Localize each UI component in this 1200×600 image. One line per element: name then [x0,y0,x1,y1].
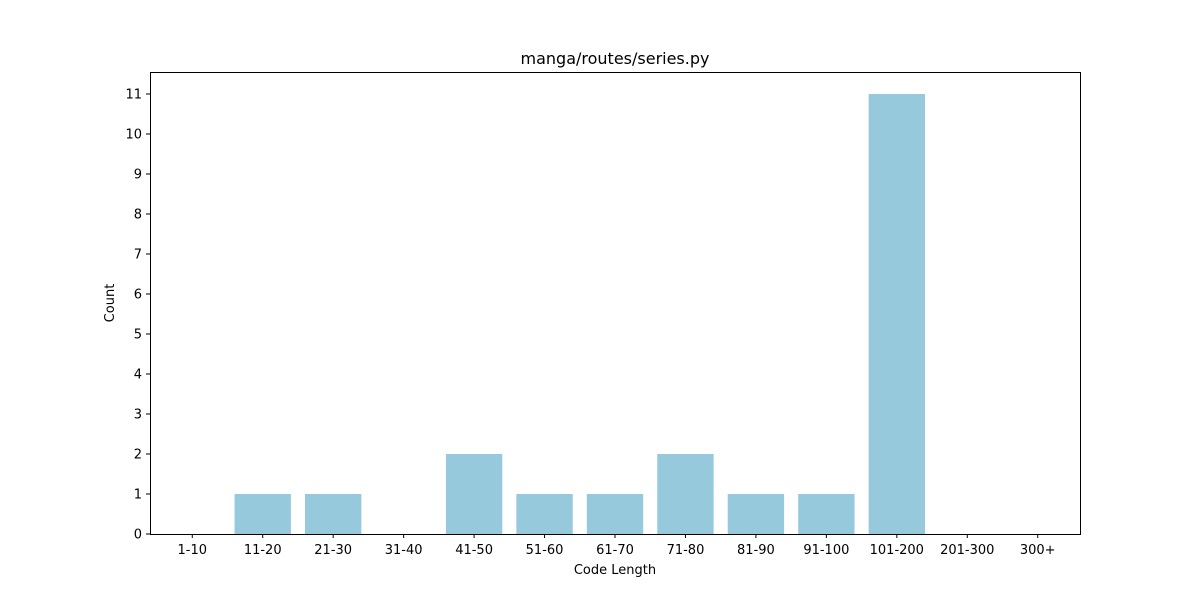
chart-title: manga/routes/series.py [521,49,710,68]
x-tick-label: 21-30 [314,543,352,558]
x-tick-label: 71-80 [667,543,705,558]
y-tick-label: 9 [134,168,142,183]
y-tick-label: 1 [134,488,142,503]
bar-21-30 [305,494,362,534]
x-tick-label: 101-200 [870,543,924,558]
x-tick-label: 1-10 [178,543,208,558]
x-tick-label: 91-100 [803,543,849,558]
y-tick-label: 3 [134,408,142,423]
y-tick-label: 7 [134,248,142,263]
x-tick-label: 201-300 [940,543,994,558]
x-axis-ticks: 1-10 11-20 21-30 31-40 41-50 51-60 61-70 71-80 8… [178,534,1056,558]
y-tick-label: 8 [134,208,142,223]
y-tick-label: 0 [134,528,142,543]
bar-41-50 [445,454,503,534]
bars-group [234,94,925,534]
y-tick-label: 4 [134,368,142,383]
y-tick-label: 10 [125,128,142,143]
y-axis-ticks: 0 1 2 3 4 5 6 7 8 9 10 11 [125,88,150,543]
bar-101-200 [868,94,925,534]
x-tick-label: 31-40 [385,543,423,558]
bar-11-20 [234,494,291,534]
bar-61-70 [586,494,644,534]
y-axis-label: Count [103,284,118,323]
bar-91-100 [798,494,855,534]
x-tick-label: 61-70 [596,543,634,558]
x-axis-label: Code Length [574,563,656,578]
x-tick-label: 41-50 [455,543,493,558]
y-tick-label: 5 [134,328,142,343]
bar-81-90 [727,494,785,534]
x-tick-label: 300+ [1020,543,1056,558]
bar-71-80 [657,454,714,534]
bar-51-60 [516,494,573,534]
x-tick-label: 51-60 [526,543,564,558]
plot-frame [150,72,1081,535]
y-tick-label: 11 [125,88,142,103]
y-tick-label: 6 [134,288,142,303]
x-tick-label: 81-90 [737,543,775,558]
y-tick-label: 2 [134,448,142,463]
x-tick-label: 11-20 [244,543,282,558]
